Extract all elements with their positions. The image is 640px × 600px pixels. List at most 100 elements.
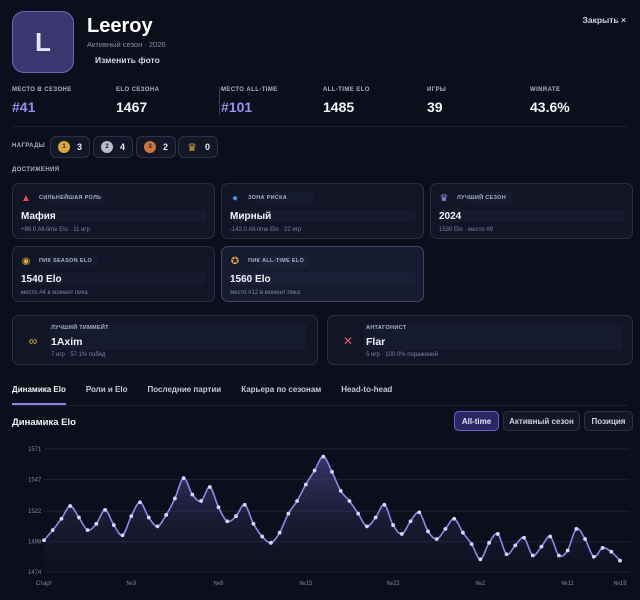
- achievement-card[interactable]: ✪ ПИК ALL-TIME ELO 1560 Elo место #12 в …: [221, 246, 424, 302]
- elo-point: [138, 500, 142, 505]
- achievement-card[interactable]: ▲ СИЛЬНЕЙШАЯ РОЛЬ Мафия +86.0 All-time E…: [12, 183, 215, 239]
- elo-point: [513, 543, 518, 548]
- stat-winrate: WINRATE 43.6%: [530, 87, 570, 115]
- award-trophy[interactable]: ♛ 0: [178, 136, 219, 158]
- elo-point: [94, 521, 99, 526]
- elo-point: [338, 488, 343, 493]
- card-value: 1Axim: [51, 336, 83, 348]
- stat-season-place: МЕСТО В СЕЗОНЕ #41: [12, 87, 72, 115]
- elo-point: [216, 505, 221, 510]
- award-bronze[interactable]: 3 2: [136, 136, 177, 158]
- elo-point: [391, 523, 395, 527]
- card-header: ♛ ЛУЧШИЙ СЕЗОН: [437, 191, 506, 205]
- elo-point: [164, 513, 169, 517]
- title-band: [47, 192, 104, 204]
- y-tick-label: 1474: [28, 570, 42, 576]
- elo-point: [565, 548, 570, 553]
- elo-point: [59, 516, 64, 521]
- card-value: 2024: [439, 211, 462, 222]
- gold-medal-icon: 1: [58, 141, 70, 153]
- filter-active-season[interactable]: Активный сезон: [503, 411, 580, 431]
- value-band: [230, 210, 415, 222]
- filter-all-time[interactable]: All-time: [454, 411, 499, 431]
- elo-point: [103, 507, 107, 512]
- elo-point: [234, 514, 238, 519]
- elo-point: [548, 534, 553, 539]
- elo-point: [85, 528, 90, 533]
- title-band: [364, 324, 622, 336]
- award-silver[interactable]: 2 4: [93, 136, 134, 158]
- chart-title: Динамика Elo: [12, 417, 76, 428]
- antagonist-card[interactable]: ✕ АНТАГОНИСТ Flar 5 игр · 100.0% поражен…: [327, 315, 633, 365]
- tab-elo-dynamics[interactable]: Динамика Elo: [12, 382, 66, 405]
- elo-point: [207, 485, 212, 489]
- elo-point: [443, 526, 448, 531]
- elo-point: [260, 534, 265, 539]
- achievements-label: ДОСТИЖЕНИЯ: [12, 167, 60, 173]
- card-value: Flar: [366, 336, 386, 348]
- elo-point: [522, 535, 526, 540]
- elo-point: [495, 532, 500, 536]
- elo-point: [42, 538, 46, 543]
- elo-point: [68, 504, 73, 508]
- elo-point: [609, 549, 614, 554]
- filter-position[interactable]: Позиция: [584, 411, 633, 431]
- card-value: 1540 Elo: [21, 274, 62, 285]
- swords-icon: ✕: [342, 334, 354, 348]
- elo-point: [469, 542, 474, 547]
- elo-point: [269, 540, 273, 545]
- medal-icon: ◉: [21, 255, 31, 267]
- achievement-card[interactable]: ● ЗОНА РИСКА Мирный -142.0 All-time Elo …: [221, 183, 424, 239]
- x-axis: Старт №3 №8 №15 №22 №2 №11 №19: [36, 580, 627, 587]
- trophy-icon: ♛: [187, 141, 197, 154]
- tab-roles[interactable]: Роли и Elo: [85, 385, 128, 394]
- award-count: 4: [120, 142, 126, 152]
- card-value: Мафия: [21, 211, 56, 222]
- card-sub: место #12 в момент пика: [230, 290, 301, 296]
- x-tick-label: Старт: [36, 581, 53, 587]
- elo-point: [173, 496, 177, 501]
- hat-icon: ▲: [21, 192, 31, 204]
- avatar[interactable]: L: [12, 11, 74, 73]
- title-band: [256, 192, 313, 204]
- elo-point: [426, 529, 430, 534]
- elo-point: [251, 521, 256, 526]
- x-tick-label: №8: [214, 580, 224, 587]
- card-value: 1560 Elo: [230, 274, 271, 285]
- elo-point: [129, 514, 134, 519]
- tab-recent-games[interactable]: Последние партии: [147, 385, 222, 394]
- stat-label: МЕСТО В СЕЗОНЕ: [12, 87, 72, 93]
- achievement-card[interactable]: ♛ ЛУЧШИЙ СЕЗОН 2024 1530 Elo · место #9: [430, 183, 633, 239]
- close-button[interactable]: Закрыть ×: [582, 15, 626, 25]
- stat-value: #101: [221, 99, 253, 115]
- card-title: ЛУЧШИЙ СЕЗОН: [457, 195, 506, 201]
- achievement-card[interactable]: ◉ ПИК SEASON ELO 1540 Elo место #4 в мом…: [12, 246, 215, 302]
- card-header: ● ЗОНА РИСКА: [228, 191, 287, 205]
- award-gold[interactable]: 1 3: [50, 136, 91, 158]
- best-teammate-card[interactable]: ∞ ЛУЧШИЙ ТИММЕЙТ 1Axim 7 игр · 57.1% поб…: [12, 315, 318, 365]
- title-band: [256, 255, 308, 267]
- award-count: 0: [205, 142, 211, 152]
- value-band: [21, 273, 206, 285]
- x-tick-label: №3: [126, 580, 136, 587]
- elo-point: [574, 526, 579, 531]
- elo-point: [155, 524, 160, 529]
- value-band: [49, 336, 307, 350]
- tab-head-to-head[interactable]: Head-to-head: [341, 385, 393, 394]
- elo-point: [583, 537, 587, 541]
- stat-games: ИГРЫ 39: [427, 87, 446, 115]
- elo-point: [461, 530, 465, 535]
- stat-value: 39: [427, 99, 443, 115]
- stat-label: ELO СЕЗОНА: [116, 87, 160, 93]
- card-header: ▲ СИЛЬНЕЙШАЯ РОЛЬ: [19, 191, 101, 205]
- change-photo-button[interactable]: Изменить фото: [95, 55, 160, 65]
- elo-point: [434, 537, 439, 541]
- value-band: [21, 210, 206, 222]
- elo-point: [530, 553, 535, 558]
- card-title: ЛУЧШИЙ ТИММЕЙТ: [51, 325, 109, 331]
- title-band: [47, 255, 99, 267]
- card-header: ✪ ПИК ALL-TIME ELO: [228, 254, 304, 268]
- tab-career[interactable]: Карьера по сезонам: [241, 385, 322, 394]
- stat-label: МЕСТО ALL-TIME: [221, 87, 278, 93]
- elo-point: [408, 519, 413, 524]
